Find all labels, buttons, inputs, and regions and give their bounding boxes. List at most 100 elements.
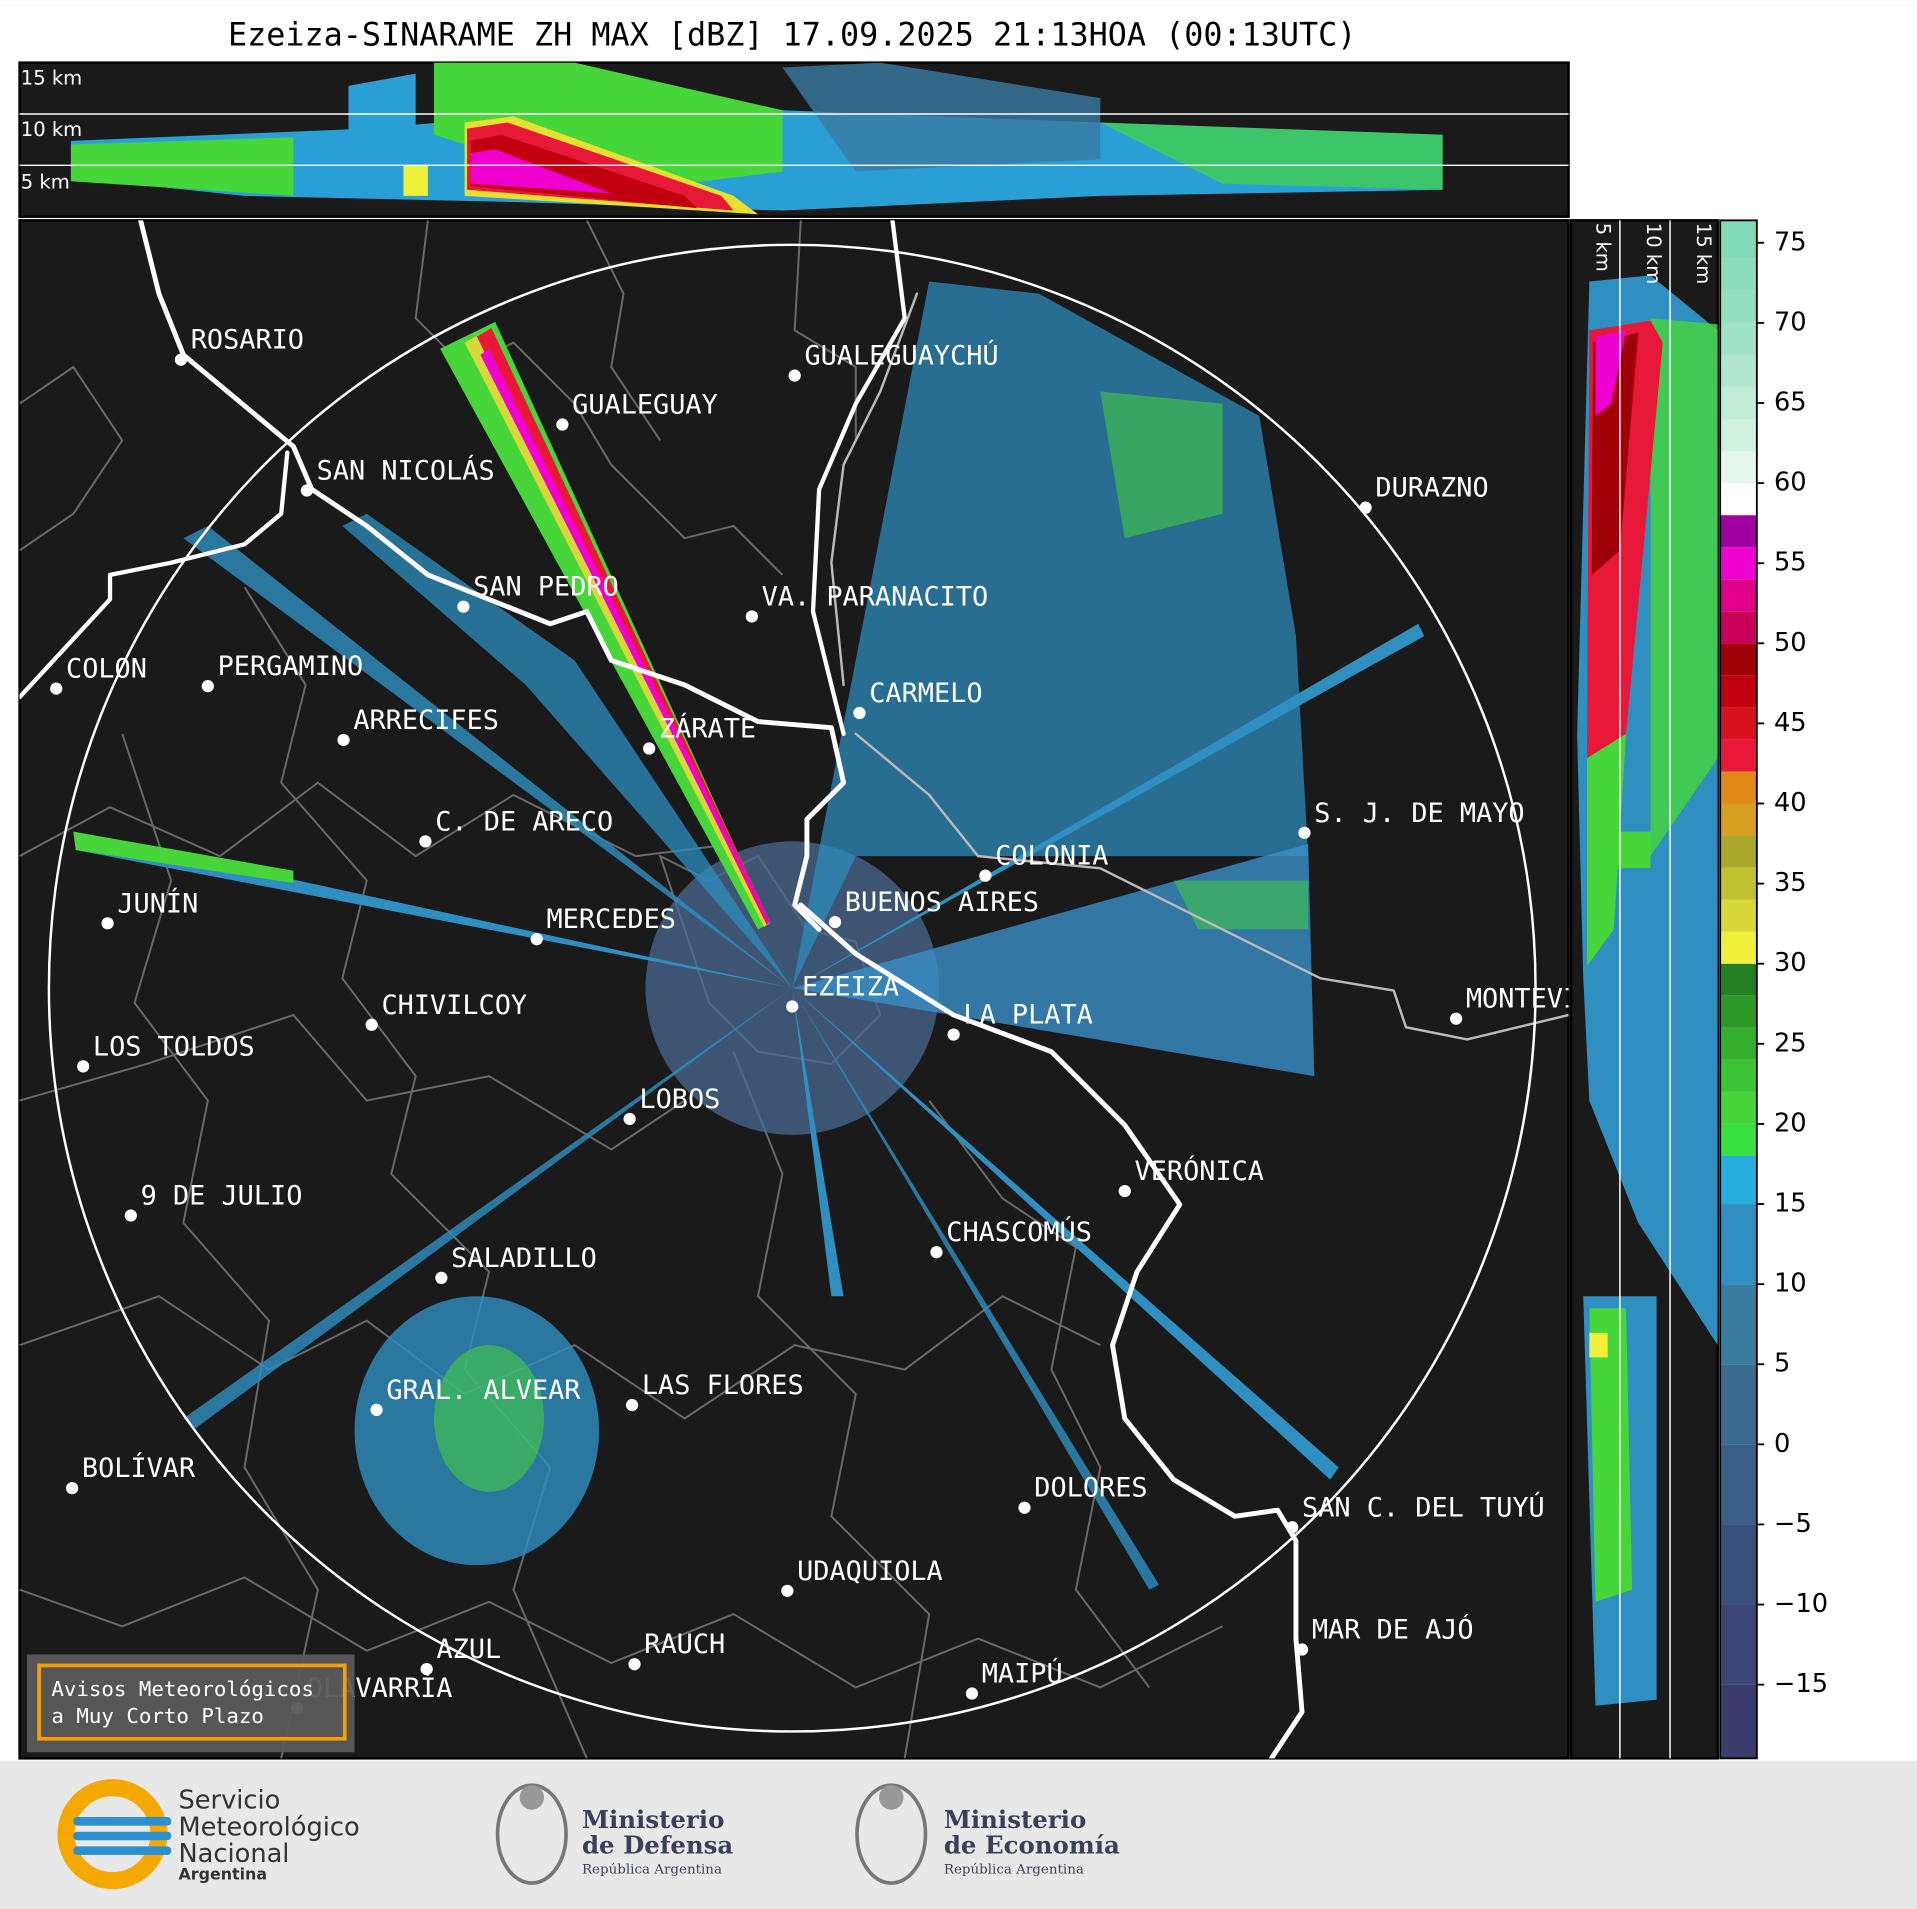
city-label: VERÓNICA <box>1135 1155 1264 1187</box>
city-dot <box>628 1658 641 1671</box>
colorbar-band <box>1720 354 1757 387</box>
colorbar-band <box>1720 1284 1757 1365</box>
city-dot <box>1449 1012 1463 1025</box>
footer-bg <box>0 1760 1917 1909</box>
colorbar-band <box>1720 451 1757 484</box>
colorbar-tick-label: 75 <box>1774 227 1807 257</box>
map: ROSARIO GUALEGUAYCHÚ GUALEGUAY SAN NICOLÁS D… <box>18 219 1628 1760</box>
colorbar-tick-label: 70 <box>1774 307 1807 337</box>
city-label: RAUCH <box>644 1629 725 1660</box>
city-dot <box>530 933 543 946</box>
colorbar-band <box>1720 611 1757 644</box>
city-dot <box>457 600 470 613</box>
city-label: MAIPÚ <box>982 1658 1063 1690</box>
city-dot <box>1118 1184 1131 1198</box>
colorbar-tick-label: 35 <box>1774 868 1807 898</box>
altitude-label: 5 km <box>1592 223 1615 272</box>
city-label: 9 DE JULIO <box>141 1181 303 1212</box>
city-dot <box>174 353 188 366</box>
city-dot <box>337 733 350 747</box>
city-label: LOS TOLDOS <box>93 1031 255 1062</box>
city-label: GRAL. ALVEAR <box>386 1375 581 1406</box>
city-dot <box>828 915 842 929</box>
city-label: MONTEVIDEO <box>1466 984 1628 1015</box>
title: Ezeiza-SINARAME ZH MAX [dBZ] 17.09.2025 … <box>228 18 1356 54</box>
footer: Servicio Meteorológico Nacional Argentin… <box>57 1779 1120 1890</box>
colorbar-tick-label: 20 <box>1774 1108 1807 1138</box>
city-dot <box>420 1662 433 1676</box>
smn-text: Servicio <box>178 1785 280 1815</box>
city-dot <box>786 1000 799 1013</box>
city-label: AZUL <box>436 1634 501 1665</box>
city-label: LAS FLORES <box>642 1370 804 1401</box>
city-label: ROSARIO <box>191 325 304 356</box>
city-label: MAR DE AJÓ <box>1312 1614 1474 1646</box>
colorbar-tick-label: 50 <box>1774 628 1807 658</box>
warning-text: Avisos Meteorológicos <box>51 1677 314 1701</box>
colorbar-band <box>1720 867 1757 900</box>
altitude-label: 10 km <box>21 118 82 141</box>
colorbar-band <box>1720 931 1757 964</box>
city-label: SAN PEDRO <box>473 572 619 603</box>
city-label: COLON <box>66 654 147 685</box>
defensa-text: Ministerio <box>582 1805 724 1834</box>
city-label: LOBOS <box>639 1084 720 1115</box>
city-label: LA PLATA <box>963 1000 1092 1031</box>
city-dot <box>370 1403 383 1417</box>
colorbar-band <box>1720 579 1757 612</box>
smn-text: Argentina <box>178 1864 267 1883</box>
city-dot <box>788 369 801 382</box>
city-dot <box>124 1209 137 1222</box>
colorbar-tick-label: 5 <box>1774 1349 1790 1379</box>
city-dot <box>643 742 656 755</box>
warning-box: Avisos Meteorológicos a Muy Corto Plazo <box>26 1654 355 1753</box>
city-label: ZÁRATE <box>659 712 756 744</box>
city-label: CARMELO <box>869 678 982 709</box>
radar-echoes <box>73 281 1425 1590</box>
city-label: CHASCOMÚS <box>946 1216 1092 1248</box>
city-dot <box>435 1271 448 1284</box>
colorbar-band <box>1720 547 1757 580</box>
city-dot <box>1295 1643 1309 1656</box>
city-dot <box>745 610 758 623</box>
colorbar-tick-label: 25 <box>1774 1028 1807 1058</box>
city-dot <box>979 869 992 882</box>
colorbar-band <box>1720 1364 1757 1445</box>
city-label: EZEIZA <box>802 971 899 1002</box>
city-dot <box>201 680 214 693</box>
colorbar-band <box>1720 1123 1757 1156</box>
colorbar-band <box>1720 386 1757 420</box>
city-label: GUALEGUAY <box>572 390 718 421</box>
smn-text: Nacional <box>178 1839 289 1869</box>
colorbar-band <box>1720 707 1757 740</box>
colorbar-tick-label: 45 <box>1774 708 1807 738</box>
city-label: SALADILLO <box>451 1243 597 1274</box>
city-dot <box>947 1028 960 1041</box>
city-dot <box>77 1060 90 1073</box>
altitude-label: 15 km <box>1692 223 1715 284</box>
city-dot <box>930 1246 943 1259</box>
defensa-text: República Argentina <box>582 1862 722 1877</box>
colorbar-band <box>1720 899 1757 932</box>
city-label: DOLORES <box>1034 1473 1147 1504</box>
defensa-text: de Defensa <box>582 1831 733 1860</box>
city-dot <box>556 418 569 431</box>
colorbar-band <box>1720 515 1757 548</box>
economia-logo: Ministerio de Economía República Argenti… <box>855 1783 1120 1885</box>
city-dot <box>300 484 313 497</box>
colorbar-band <box>1720 643 1757 676</box>
colorbar-tick-label: 55 <box>1774 548 1807 578</box>
colorbar-band <box>1720 258 1757 291</box>
colorbar-band <box>1720 1684 1757 1759</box>
city-dot <box>419 835 432 848</box>
city-label: BUENOS AIRES <box>845 887 1039 918</box>
warning-text: a Muy Corto Plazo <box>51 1704 264 1728</box>
defensa-logo: Ministerio de Defensa República Argentin… <box>495 1783 733 1885</box>
colorbar-band <box>1720 419 1757 452</box>
colorbar-band <box>1720 1027 1757 1060</box>
economia-text: República Argentina <box>944 1862 1084 1877</box>
colorbar-band <box>1720 220 1757 259</box>
city-label: CHIVILCOY <box>381 990 527 1021</box>
colorbar-tick-label: 30 <box>1774 948 1807 978</box>
